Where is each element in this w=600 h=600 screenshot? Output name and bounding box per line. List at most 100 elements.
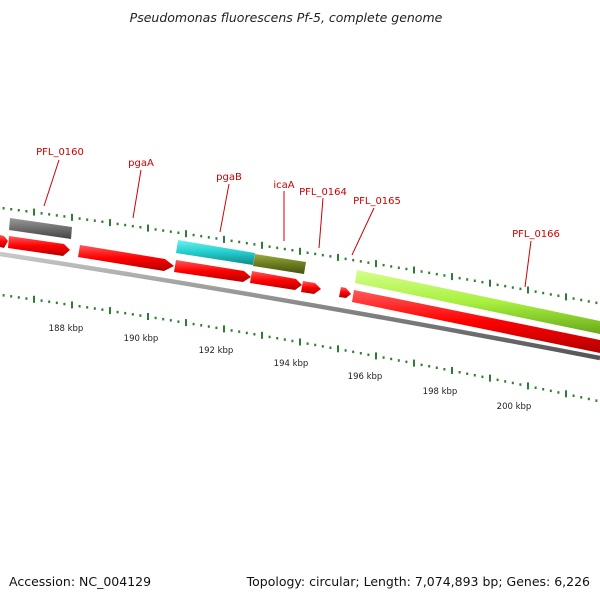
scale-track-major-tick — [527, 382, 529, 390]
cds-arrow-pgab — [174, 260, 251, 282]
scale-track-major-tick — [185, 319, 187, 327]
scale-track-minor-tick — [116, 310, 119, 314]
scale-track-minor-tick — [352, 350, 355, 354]
scale-track-minor-tick — [253, 333, 256, 336]
upper-track-minor-tick — [428, 271, 431, 275]
scale-track-minor-tick — [283, 338, 286, 341]
upper-track-minor-tick — [321, 253, 324, 257]
upper-track-major-tick — [109, 219, 111, 227]
scale-track-minor-tick — [131, 313, 134, 316]
scale-track-major-tick — [413, 359, 415, 367]
scale-track-minor-tick — [2, 294, 5, 297]
gene-label-pfl0160: PFL_0160 — [36, 147, 84, 158]
scale-track-minor-tick — [587, 397, 590, 401]
upper-track-minor-tick — [367, 261, 370, 264]
upper-track-minor-tick — [534, 290, 537, 293]
gene-label-pfl0165: PFL_0165 — [353, 196, 401, 207]
scale-track-minor-tick — [420, 363, 423, 367]
scale-track-minor-tick — [458, 371, 461, 374]
scale-track-major-tick — [489, 374, 491, 382]
upper-track-minor-tick — [306, 251, 309, 254]
upper-track-minor-tick — [192, 233, 195, 237]
upper-track-major-tick — [337, 253, 339, 261]
scale-track-minor-tick — [321, 345, 324, 348]
scale-track-minor-tick — [154, 316, 157, 320]
upper-track-minor-tick — [283, 247, 286, 251]
scale-label-192: 192 kbp — [199, 346, 234, 356]
scale-track-minor-tick — [276, 337, 279, 340]
scale-track-minor-tick — [101, 308, 104, 311]
scale-track-minor-tick — [17, 296, 20, 299]
scale-track-minor-tick — [443, 368, 446, 371]
upper-track-minor-tick — [504, 284, 507, 288]
scale-track-major-tick — [565, 390, 567, 398]
upper-track-minor-tick — [557, 294, 560, 297]
upper-track-minor-tick — [344, 257, 347, 261]
upper-track-minor-tick — [481, 280, 484, 284]
scale-track-minor-tick — [192, 322, 195, 326]
cds-arrow-pfl0166 — [352, 290, 600, 353]
scale-track-minor-tick — [86, 306, 89, 309]
scale-track-minor-tick — [359, 352, 362, 355]
gene-label-icaa: icaA — [273, 180, 294, 191]
gene-label-pgab: pgaB — [216, 172, 242, 183]
cds-arrow-pfl0164 — [301, 281, 321, 294]
genome-backbone — [0, 251, 600, 361]
scale-track-minor-tick — [314, 343, 317, 347]
gene-label-pgaa: pgaA — [128, 158, 154, 169]
scale-track-minor-tick — [428, 365, 431, 368]
scale-label-198: 198 kbp — [423, 387, 458, 397]
scale-track-minor-tick — [504, 380, 507, 383]
scale-track-minor-tick — [40, 299, 43, 302]
cds-arrow-1 — [0, 235, 8, 248]
scale-track-minor-tick — [215, 326, 218, 330]
scale-label-196: 196 kbp — [348, 372, 383, 382]
scale-track-major-tick — [375, 352, 377, 360]
upper-track-minor-tick — [169, 230, 172, 233]
upper-track-minor-tick — [238, 240, 241, 244]
upper-track-minor-tick — [154, 228, 157, 231]
gene-label-pfl0164: PFL_0164 — [299, 187, 347, 198]
upper-track-minor-tick — [230, 239, 233, 243]
upper-track-minor-tick — [162, 229, 165, 232]
cds-arrow-icaa — [250, 271, 302, 290]
upper-track-minor-tick — [101, 220, 104, 223]
scale-track-minor-tick — [397, 359, 400, 362]
upper-track-minor-tick — [435, 272, 438, 276]
scale-track-major-tick — [223, 325, 225, 333]
scale-track-minor-tick — [367, 353, 370, 356]
upper-track-minor-tick — [572, 297, 575, 300]
cds-arrow-pgaa — [78, 245, 174, 271]
scale-track-minor-tick — [390, 357, 393, 361]
scale-track-minor-tick — [496, 378, 499, 382]
upper-track-minor-tick — [542, 291, 545, 295]
upper-track-minor-tick — [314, 252, 317, 256]
upper-track-minor-tick — [124, 223, 127, 227]
upper-track-major-tick — [185, 230, 187, 238]
scale-track-minor-tick — [124, 311, 127, 315]
scale-label-190: 190 kbp — [124, 334, 159, 344]
genome-summary-text: Topology: circular; Length: 7,074,893 bp… — [246, 574, 590, 589]
upper-track-major-tick — [299, 247, 301, 255]
upper-track-minor-tick — [580, 298, 583, 302]
scale-track-major-tick — [261, 331, 263, 339]
upper-track-minor-tick — [25, 210, 28, 213]
upper-track-major-tick — [489, 279, 491, 287]
scale-track-minor-tick — [200, 324, 203, 327]
upper-track-minor-tick — [473, 279, 476, 282]
scale-track-minor-tick — [549, 389, 552, 393]
scale-track-major-tick — [299, 338, 301, 346]
upper-track-major-tick — [451, 273, 453, 281]
scale-track-minor-tick — [169, 319, 172, 322]
upper-track-minor-tick — [496, 283, 499, 287]
upper-track-minor-tick — [443, 274, 446, 277]
label-leaders — [43, 159, 532, 288]
upper-track-minor-tick — [63, 215, 66, 218]
scale-track-minor-tick — [534, 386, 537, 389]
feature-pfl0166-lime — [355, 270, 600, 334]
upper-track-major-tick — [223, 235, 225, 243]
scale-track-minor-tick — [139, 314, 142, 317]
scale-track-major-tick — [71, 301, 73, 309]
scale-track-minor-tick — [466, 372, 469, 375]
upper-track-minor-tick — [420, 270, 423, 273]
